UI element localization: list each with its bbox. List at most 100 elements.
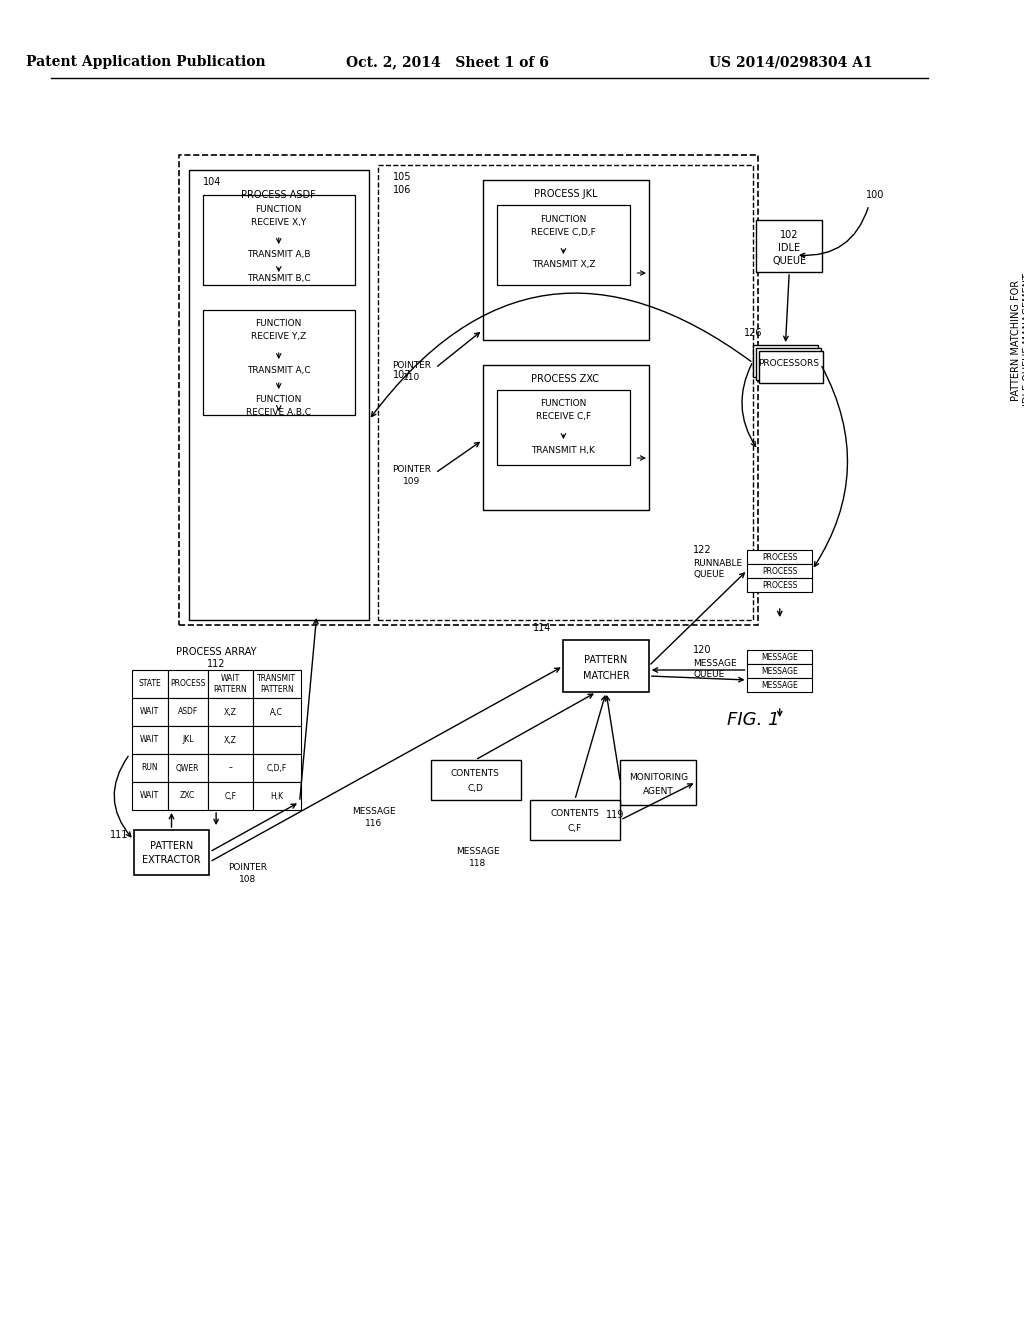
Bar: [621, 760, 696, 805]
Bar: [203, 310, 354, 414]
Text: Patent Application Publication: Patent Application Publication: [26, 55, 265, 69]
Bar: [133, 830, 210, 875]
Text: MESSAGE: MESSAGE: [457, 847, 500, 857]
Text: RECEIVE A,B,C: RECEIVE A,B,C: [246, 408, 311, 417]
Bar: [563, 640, 649, 692]
Text: 114: 114: [534, 623, 552, 634]
Text: C,F: C,F: [224, 792, 237, 800]
Text: RECEIVE C,F: RECEIVE C,F: [536, 412, 591, 421]
Text: C,D,F: C,D,F: [266, 763, 287, 772]
Bar: [754, 345, 818, 378]
Text: FIG. 1: FIG. 1: [727, 711, 779, 729]
Text: WAIT: WAIT: [140, 708, 160, 717]
Text: 108: 108: [239, 874, 256, 883]
Bar: [253, 726, 301, 754]
Bar: [430, 760, 521, 800]
Bar: [132, 698, 168, 726]
Bar: [132, 726, 168, 754]
Text: FUNCTION: FUNCTION: [256, 205, 302, 214]
Text: PATTERN: PATTERN: [585, 655, 628, 665]
Text: TRANSMIT H,K: TRANSMIT H,K: [531, 446, 595, 454]
Bar: [756, 220, 822, 272]
Bar: [168, 754, 208, 781]
Text: RECEIVE X,Y: RECEIVE X,Y: [251, 218, 306, 227]
Text: FUNCTION: FUNCTION: [256, 319, 302, 329]
Text: WAIT
PATTERN: WAIT PATTERN: [213, 675, 247, 694]
Text: C,F: C,F: [567, 824, 582, 833]
Bar: [756, 348, 820, 380]
Text: 100: 100: [865, 190, 884, 201]
Text: MESSAGE: MESSAGE: [762, 667, 798, 676]
Text: MONITORING: MONITORING: [629, 772, 688, 781]
Text: STATE: STATE: [138, 680, 161, 689]
Bar: [482, 180, 649, 341]
Text: FUNCTION: FUNCTION: [541, 214, 587, 223]
Bar: [168, 726, 208, 754]
Text: JKL: JKL: [182, 735, 194, 744]
Bar: [253, 754, 301, 781]
Text: X,Z: X,Z: [224, 708, 237, 717]
Text: PROCESS ASDF: PROCESS ASDF: [242, 190, 316, 201]
Text: 111: 111: [111, 830, 129, 840]
Text: PROCESS: PROCESS: [762, 581, 798, 590]
Text: QUEUE: QUEUE: [772, 256, 806, 267]
Text: MESSAGE: MESSAGE: [762, 681, 798, 689]
Bar: [253, 671, 301, 698]
Text: PROCESS ARRAY: PROCESS ARRAY: [176, 647, 256, 657]
Text: RECEIVE Y,Z: RECEIVE Y,Z: [251, 333, 306, 342]
Bar: [168, 698, 208, 726]
Bar: [188, 170, 369, 620]
Text: RUN: RUN: [141, 763, 158, 772]
Bar: [482, 366, 649, 510]
Text: WAIT: WAIT: [140, 735, 160, 744]
Text: C,D: C,D: [467, 784, 483, 792]
Text: A,C: A,C: [270, 708, 284, 717]
Text: POINTER: POINTER: [228, 862, 267, 871]
Text: RECEIVE C,D,F: RECEIVE C,D,F: [531, 227, 596, 236]
Bar: [208, 754, 253, 781]
Text: ZXC: ZXC: [180, 792, 196, 800]
Text: TRANSMIT X,Z: TRANSMIT X,Z: [531, 260, 595, 269]
Bar: [132, 781, 168, 810]
Text: IDLE: IDLE: [778, 243, 801, 253]
Text: TRANSMIT A,B: TRANSMIT A,B: [247, 251, 310, 260]
Text: WAIT: WAIT: [140, 792, 160, 800]
Bar: [759, 351, 823, 383]
Text: US 2014/0298304 A1: US 2014/0298304 A1: [710, 55, 873, 69]
Text: 102: 102: [780, 230, 799, 240]
Text: 106: 106: [392, 185, 411, 195]
Bar: [208, 781, 253, 810]
Text: 119: 119: [606, 810, 625, 820]
Bar: [132, 754, 168, 781]
Text: PROCESS ZXC: PROCESS ZXC: [531, 374, 599, 384]
Bar: [748, 578, 812, 591]
Bar: [208, 698, 253, 726]
Text: 109: 109: [403, 478, 420, 487]
Text: 122: 122: [693, 545, 712, 554]
Bar: [203, 195, 354, 285]
Text: 116: 116: [365, 820, 382, 829]
Bar: [379, 165, 754, 620]
Text: H,K: H,K: [270, 792, 284, 800]
Text: 118: 118: [469, 859, 486, 869]
Text: CONTENTS: CONTENTS: [550, 809, 599, 818]
Text: FUNCTION: FUNCTION: [256, 395, 302, 404]
Text: TRANSMIT A,C: TRANSMIT A,C: [247, 366, 310, 375]
Text: RUNNABLE: RUNNABLE: [693, 558, 742, 568]
Text: PROCESS JKL: PROCESS JKL: [534, 189, 597, 199]
Text: Oct. 2, 2014   Sheet 1 of 6: Oct. 2, 2014 Sheet 1 of 6: [346, 55, 549, 69]
Text: 107: 107: [392, 370, 411, 380]
Text: –: –: [228, 763, 232, 772]
Bar: [748, 649, 812, 664]
Text: 126: 126: [743, 327, 762, 338]
Text: PROCESS: PROCESS: [170, 680, 206, 689]
Bar: [168, 781, 208, 810]
Bar: [253, 781, 301, 810]
Text: MATCHER: MATCHER: [583, 671, 630, 681]
Text: 104: 104: [203, 177, 221, 187]
Text: 120: 120: [693, 645, 712, 655]
Bar: [208, 671, 253, 698]
Bar: [748, 550, 812, 564]
Text: MESSAGE: MESSAGE: [693, 659, 737, 668]
Text: CONTENTS: CONTENTS: [451, 770, 500, 779]
